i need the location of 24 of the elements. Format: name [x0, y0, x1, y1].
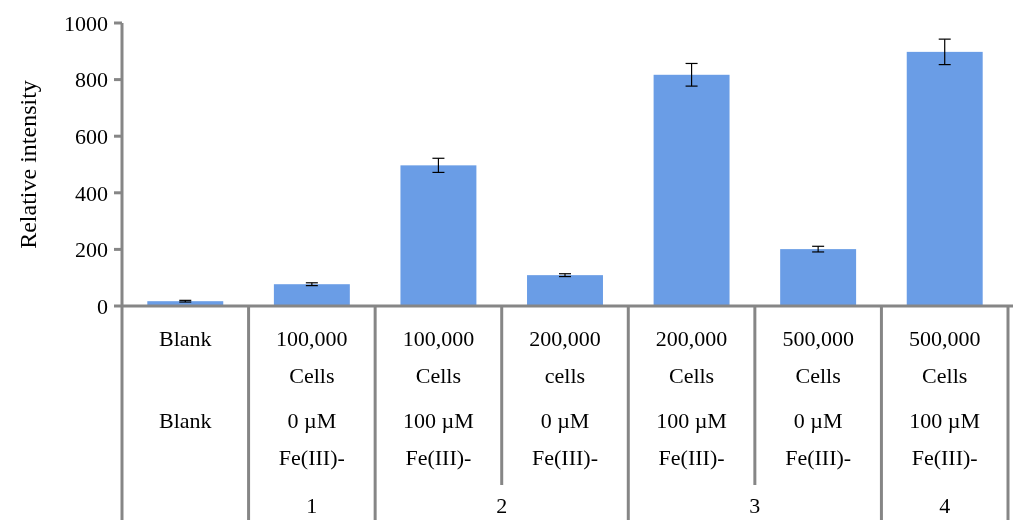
bar [906, 51, 983, 306]
y-tick-label: 600 [75, 123, 108, 149]
bar [653, 74, 730, 306]
y-tick-label: 800 [75, 67, 108, 93]
y-axis-title: Relative intensity [15, 80, 42, 249]
category-label: Blank Blank [159, 325, 212, 433]
x-tick-label: 200,000 Cells 100 µM Fe(III)- [655, 325, 728, 470]
bar [400, 165, 477, 306]
x-tick-label: 500,000 Cells 0 µM Fe(III)- [782, 325, 854, 470]
x-tick-label: 100,000 Cells 100 µM Fe(III)- [402, 325, 475, 470]
text: 3 [749, 492, 761, 518]
y-tick-label: 0 [97, 293, 108, 319]
text: 4 [939, 492, 951, 518]
bar [527, 275, 603, 306]
y-tick-label: 200 [75, 237, 108, 263]
text: 2 [496, 492, 508, 518]
text: 1 [306, 492, 318, 518]
x-tick-label: 500,000 Cells 100 µM Fe(III)- [908, 325, 981, 470]
bar [273, 284, 350, 306]
bar [780, 249, 857, 306]
x-tick-label: 100,000 Cells 0 µM Fe(III)- [276, 325, 348, 470]
y-tick-label: 400 [75, 180, 108, 206]
x-tick-label: 200,000 cells 0 µM Fe(III)- [529, 325, 601, 470]
y-tick-label: 1000 [64, 10, 108, 36]
